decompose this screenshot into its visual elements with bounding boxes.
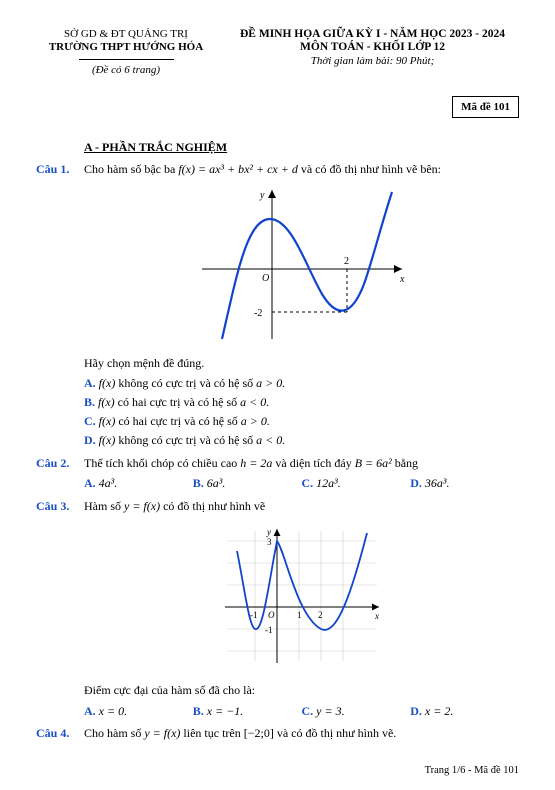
- svg-text:x: x: [374, 611, 379, 621]
- exam-code: Mã đề 101: [452, 96, 519, 118]
- cubic-chart-svg: x y O 2 -2: [192, 184, 412, 344]
- header-left: SỞ GD & ĐT QUẢNG TRỊ TRƯỜNG THPT HƯỚNG H…: [36, 28, 216, 76]
- q4-text: Cho hàm số y = f(x) liên tục trên [−2;0]…: [84, 725, 519, 742]
- q1-opt-c: C. f(x) có hai cực trị và có hệ số a > 0…: [84, 413, 519, 430]
- opt-label-b: B.: [84, 395, 95, 409]
- question-2: Câu 2. Thể tích khối chóp có chiều cao h…: [36, 455, 519, 493]
- q2-text: Thể tích khối chóp có chiều cao h = 2a v…: [84, 455, 519, 472]
- opt-label-c: C.: [84, 414, 96, 428]
- dept: SỞ GD & ĐT QUẢNG TRỊ: [36, 28, 216, 40]
- q2-options: A. 4a³. B. 6a³. C. 12a³. D. 36a³.: [84, 475, 519, 492]
- q4-label: Câu 4.: [36, 725, 69, 742]
- q2-opt-a: A. 4a³.: [84, 475, 193, 492]
- opt-label-a: A.: [84, 376, 96, 390]
- q1-text: Cho hàm số bậc ba f(x) = ax³ + bx² + cx …: [84, 161, 519, 178]
- svg-text:-1: -1: [265, 625, 273, 635]
- q3-chart-svg: x y O -1 1 2 -1 3: [217, 521, 387, 671]
- q3-opt-b: B. x = −1.: [193, 703, 302, 720]
- svg-text:y: y: [266, 527, 271, 537]
- q1-label: Câu 1.: [36, 161, 69, 178]
- q3-opt-a: A. x = 0.: [84, 703, 193, 720]
- question-3: Câu 3. Hàm số y = f(x) có đồ thị như hìn…: [36, 498, 519, 719]
- q1-opt-d: D. f(x) không có cực trị và có hệ số a <…: [84, 432, 519, 449]
- svg-text:1: 1: [297, 610, 302, 620]
- exam-title-1: ĐỀ MINH HỌA GIỮA KỲ I - NĂM HỌC 2023 - 2…: [226, 28, 519, 40]
- q3-opt-d: D. x = 2.: [410, 703, 519, 720]
- q2-opt-b: B. 6a³.: [193, 475, 302, 492]
- exam-time: Thời gian làm bài: 90 Phút;: [226, 55, 519, 67]
- q1-formula: f(x) = ax³ + bx² + cx + d: [178, 162, 298, 176]
- q3-text: Hàm số y = f(x) có đồ thị như hình vẽ: [84, 498, 519, 515]
- q3-opt-c: C. y = 3.: [302, 703, 411, 720]
- q3-label: Câu 3.: [36, 498, 69, 515]
- q1-opt-a: A. f(x) không có cực trị và có hệ số a >…: [84, 375, 519, 392]
- header: SỞ GD & ĐT QUẢNG TRỊ TRƯỜNG THPT HƯỚNG H…: [36, 28, 519, 76]
- header-right: ĐỀ MINH HỌA GIỮA KỲ I - NĂM HỌC 2023 - 2…: [226, 28, 519, 76]
- q2-opt-d: D. 36a³.: [410, 475, 519, 492]
- q1-opt-b: B. f(x) có hai cực trị và có hệ số a < 0…: [84, 394, 519, 411]
- q1-options: A. f(x) không có cực trị và có hệ số a >…: [84, 375, 519, 448]
- q2-label: Câu 2.: [36, 455, 69, 472]
- page-footer: Trang 1/6 - Mã đề 101: [425, 765, 519, 776]
- question-1: Câu 1. Cho hàm số bậc ba f(x) = ax³ + bx…: [36, 161, 519, 449]
- section-a-title: A - PHẦN TRẮC NGHIỆM: [84, 140, 519, 155]
- q1-text-c: và có đồ thị như hình vẽ bên:: [298, 162, 441, 176]
- svg-text:O: O: [268, 610, 275, 620]
- axis-x-label: x: [399, 274, 405, 285]
- origin-label: O: [262, 273, 269, 284]
- header-underline: [79, 59, 174, 60]
- question-4: Câu 4. Cho hàm số y = f(x) liên tục trên…: [36, 725, 519, 742]
- x-tick-2: 2: [344, 256, 349, 267]
- svg-text:3: 3: [267, 537, 272, 547]
- q3-chart: x y O -1 1 2 -1 3: [84, 521, 519, 676]
- q1-text-a: Cho hàm số bậc ba: [84, 162, 178, 176]
- q2-opt-c: C. 12a³.: [302, 475, 411, 492]
- q3-options: A. x = 0. B. x = −1. C. y = 3. D. x = 2.: [84, 703, 519, 720]
- svg-text:-1: -1: [250, 610, 258, 620]
- exam-title-2: MÔN TOÁN - KHỐI LỚP 12: [226, 41, 519, 53]
- q1-instr: Hãy chọn mệnh đề đúng.: [84, 355, 519, 372]
- svg-text:2: 2: [318, 610, 323, 620]
- q3-instr: Điểm cực đại của hàm số đã cho là:: [84, 682, 519, 699]
- q1-chart: x y O 2 -2: [84, 184, 519, 349]
- axis-y-label: y: [259, 190, 265, 201]
- opt-label-d: D.: [84, 433, 96, 447]
- pages-note: (Đề có 6 trang): [36, 64, 216, 76]
- y-tick-m2: -2: [254, 308, 262, 319]
- school: TRƯỜNG THPT HƯỚNG HÓA: [36, 41, 216, 53]
